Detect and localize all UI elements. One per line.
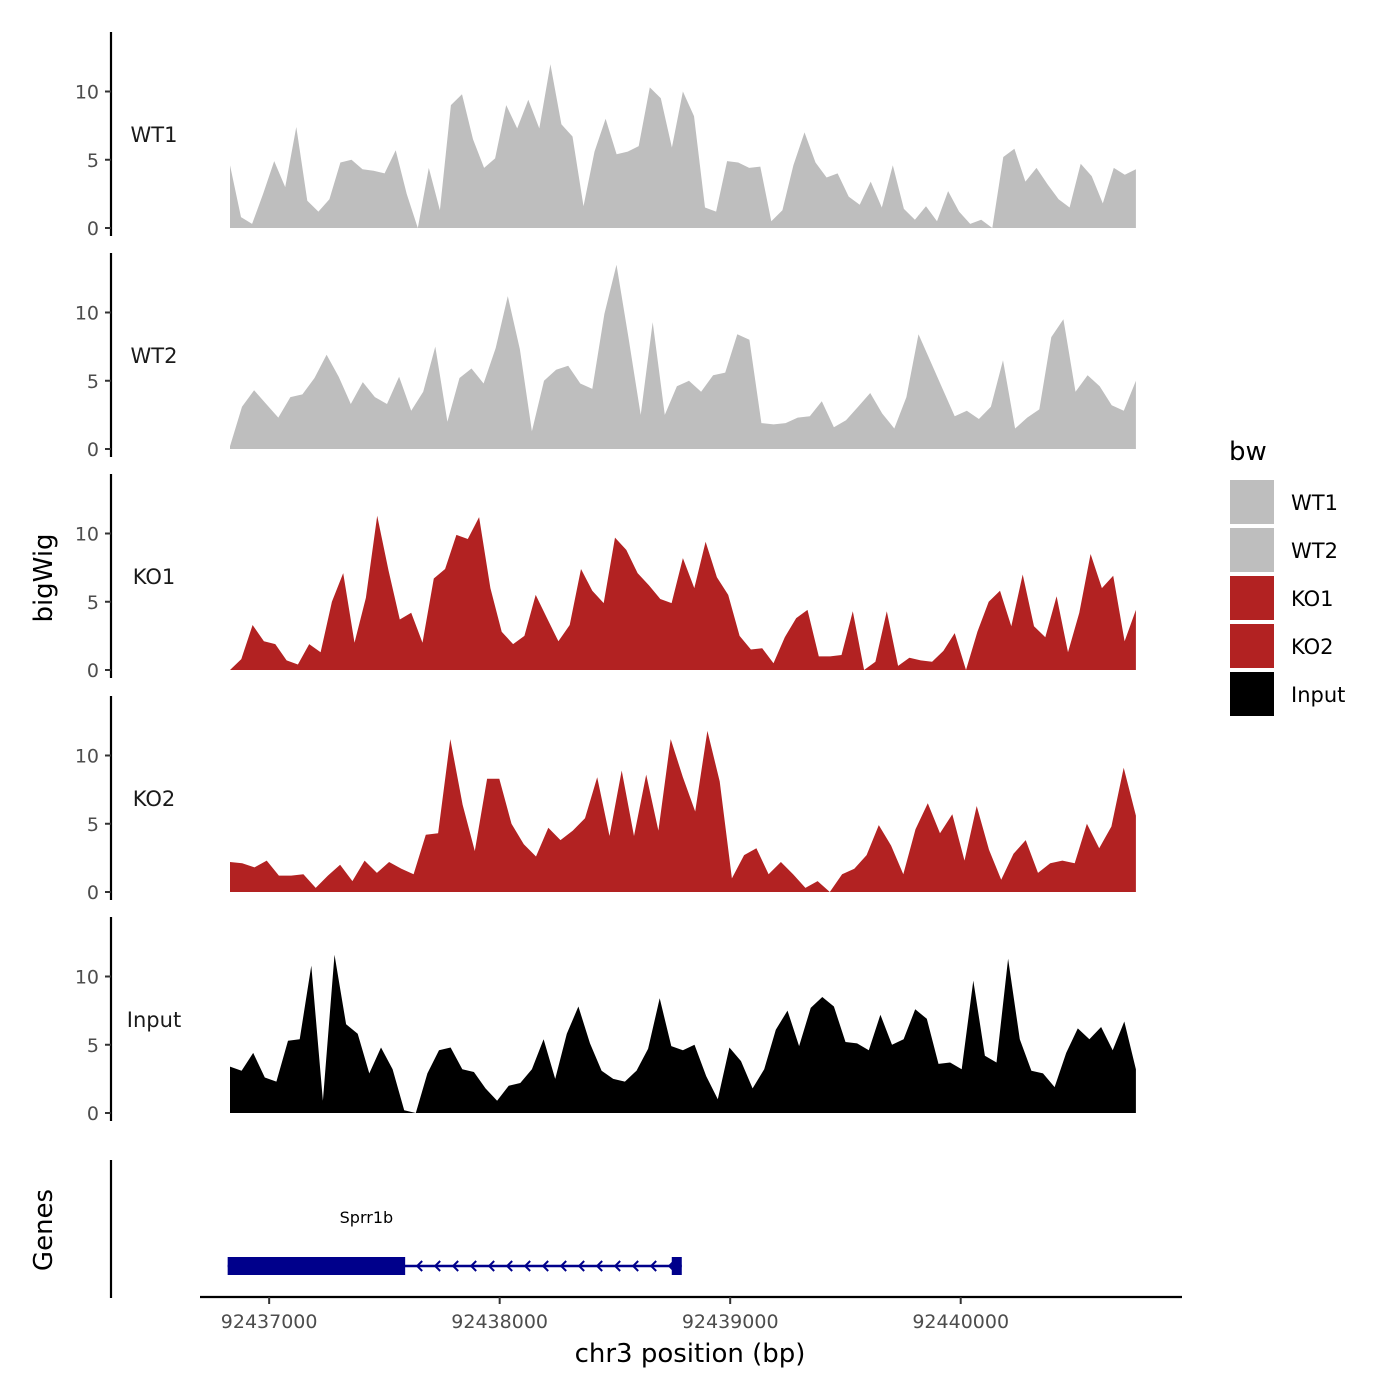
y-tick-label: 5 xyxy=(87,150,99,172)
y-tick-label: 10 xyxy=(75,82,99,104)
legend-item-wt1: WT1 xyxy=(1230,480,1338,524)
track-label: Input xyxy=(127,1008,181,1032)
y-axis-title: bigWig xyxy=(29,533,59,622)
track-ko1: 0 5 10 KO1 xyxy=(75,474,1136,682)
legend-label: WT1 xyxy=(1291,491,1338,515)
legend-title: bw xyxy=(1229,437,1267,467)
legend-label: Input xyxy=(1291,683,1345,707)
legend: bw WT1 WT2 KO1 KO2 Input xyxy=(1229,437,1345,716)
x-axis-title: chr3 position (bp) xyxy=(575,1339,806,1369)
track-label: KO1 xyxy=(133,565,176,589)
y-tick-label: 10 xyxy=(75,524,99,546)
track-panels: 0 5 10 WT1 0 5 10 WT2 0 5 10 KO1 0 5 10 KO2 0 5 10 Input xyxy=(75,32,1136,1125)
strand-arrow xyxy=(559,1260,567,1272)
y-tick-label: 10 xyxy=(75,746,99,768)
strand-arrow xyxy=(451,1260,459,1272)
coverage-area-ko2 xyxy=(230,730,1136,892)
y-tick-label: 5 xyxy=(87,592,99,614)
strand-arrow xyxy=(631,1260,639,1272)
y-tick-label: 0 xyxy=(87,882,99,904)
coverage-area-ko1 xyxy=(230,515,1136,670)
strand-arrow xyxy=(667,1260,675,1272)
legend-swatch xyxy=(1230,624,1274,668)
y-tick-label: 10 xyxy=(75,967,99,989)
strand-arrow xyxy=(613,1260,621,1272)
legend-label: KO2 xyxy=(1291,635,1334,659)
strand-arrow xyxy=(577,1260,585,1272)
gene-name-label: Sprr1b xyxy=(340,1208,394,1227)
legend-swatch xyxy=(1230,528,1274,572)
y-tick-label: 0 xyxy=(87,439,99,461)
strand-arrow xyxy=(541,1260,549,1272)
legend-swatch xyxy=(1230,672,1274,716)
y-tick-label: 10 xyxy=(75,303,99,325)
y-tick-label: 5 xyxy=(87,371,99,393)
strand-arrow xyxy=(433,1260,441,1272)
strand-arrow xyxy=(505,1260,513,1272)
strand-arrow xyxy=(469,1260,477,1272)
coverage-area-input xyxy=(230,954,1136,1113)
legend-swatch xyxy=(1230,576,1274,620)
track-input: 0 5 10 Input xyxy=(75,917,1136,1125)
strand-arrow xyxy=(649,1260,657,1272)
y-tick-label: 5 xyxy=(87,1035,99,1057)
x-tick-label: 92439000 xyxy=(682,1311,779,1333)
track-ko2: 0 5 10 KO2 xyxy=(75,696,1136,904)
x-tick-label: 92440000 xyxy=(912,1311,1009,1333)
x-tick-label: 92437000 xyxy=(221,1311,318,1333)
coverage-area-wt2 xyxy=(230,264,1136,449)
legend-swatch xyxy=(1230,480,1274,524)
gene-exon-block xyxy=(671,1257,682,1275)
genes-axis-title: Genes xyxy=(29,1189,59,1271)
legend-item-ko2: KO2 xyxy=(1230,624,1334,668)
strand-arrow xyxy=(523,1260,531,1272)
gene-exon-block xyxy=(227,1257,406,1275)
track-label: WT1 xyxy=(131,123,178,147)
y-tick-label: 5 xyxy=(87,814,99,836)
genes-panel: Sprr1b xyxy=(109,1160,682,1298)
legend-item-wt2: WT2 xyxy=(1230,528,1338,572)
y-tick-label: 0 xyxy=(87,1103,99,1125)
coverage-area-wt1 xyxy=(230,64,1136,228)
x-tick-label: 92438000 xyxy=(451,1311,548,1333)
track-label: WT2 xyxy=(131,344,178,368)
legend-item-ko1: KO1 xyxy=(1230,576,1334,620)
y-tick-label: 0 xyxy=(87,218,99,240)
track-label: KO2 xyxy=(133,787,176,811)
strand-arrow xyxy=(487,1260,495,1272)
legend-label: KO1 xyxy=(1291,587,1334,611)
legend-item-input: Input xyxy=(1230,672,1345,716)
y-tick-label: 0 xyxy=(87,660,99,682)
track-wt2: 0 5 10 WT2 xyxy=(75,253,1136,461)
strand-arrow xyxy=(595,1260,603,1272)
legend-label: WT2 xyxy=(1291,539,1338,563)
strand-arrow xyxy=(415,1260,423,1272)
x-axis: 92437000 92438000 92439000 92440000 xyxy=(200,1295,1182,1333)
track-wt1: 0 5 10 WT1 xyxy=(75,32,1136,240)
